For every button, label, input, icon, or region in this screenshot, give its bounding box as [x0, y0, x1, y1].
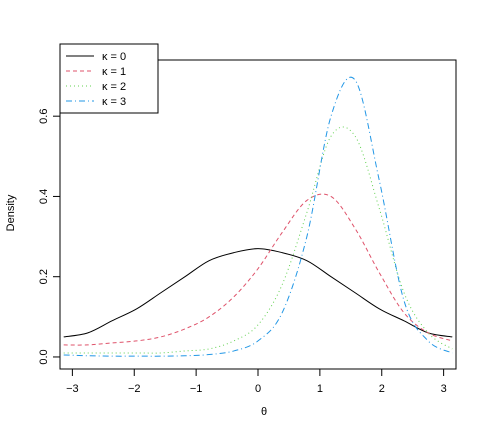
series-line-kappa-0	[63, 248, 453, 338]
y-axis-title: Density	[5, 194, 17, 231]
y-tick-label: 0.2	[38, 269, 50, 284]
y-axis: 0.0 0.2 0.4 0.6	[38, 109, 61, 365]
x-tick-label: −1	[190, 383, 203, 395]
legend-label-kappa-2: κ = 2	[102, 81, 126, 93]
legend: κ = 0 κ = 1 κ = 2 κ = 3	[59, 43, 159, 114]
x-tick-label: 0	[255, 383, 261, 395]
y-tick-label: 0.0	[38, 349, 50, 364]
legend-label-kappa-0: κ = 0	[102, 51, 126, 63]
series-layer	[63, 76, 453, 357]
x-tick-label: 2	[379, 383, 385, 395]
series-line-kappa-3	[63, 76, 453, 357]
x-tick-label: −2	[128, 383, 141, 395]
legend-label-kappa-1: κ = 1	[102, 66, 126, 78]
legend-label-kappa-3: κ = 3	[102, 96, 126, 108]
series-line-kappa-1	[63, 193, 453, 346]
x-tick-label: 1	[317, 383, 323, 395]
series-line-kappa-2	[63, 126, 453, 354]
y-tick-label: 0.4	[38, 189, 50, 204]
x-tick-label: −3	[66, 383, 79, 395]
x-axis-title: θ	[261, 406, 267, 418]
x-axis: −3 −2 −1 0 1 2 3	[66, 368, 447, 395]
x-tick-label: 3	[441, 383, 447, 395]
y-tick-label: 0.6	[38, 109, 50, 124]
